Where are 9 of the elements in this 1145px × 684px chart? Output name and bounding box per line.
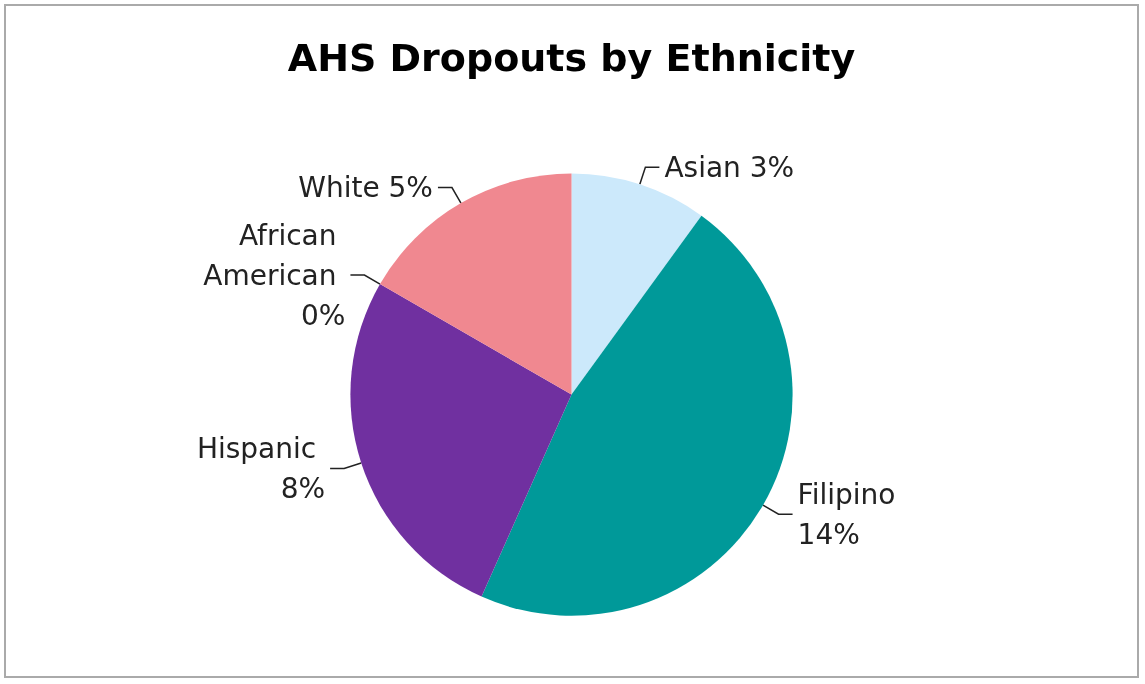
text: 0% <box>301 298 346 332</box>
chart-title: AHS Dropouts by Ethnicity <box>287 36 856 80</box>
data-label: 14% <box>797 517 860 551</box>
slice-label: Asian 3% <box>664 150 795 184</box>
category-label: African American <box>203 218 337 292</box>
slice-label: Hispanic <box>196 431 326 465</box>
slice-label: Filipino <box>797 477 905 511</box>
data-label: 8% <box>280 471 326 505</box>
slice-label: White 5% <box>298 171 433 205</box>
